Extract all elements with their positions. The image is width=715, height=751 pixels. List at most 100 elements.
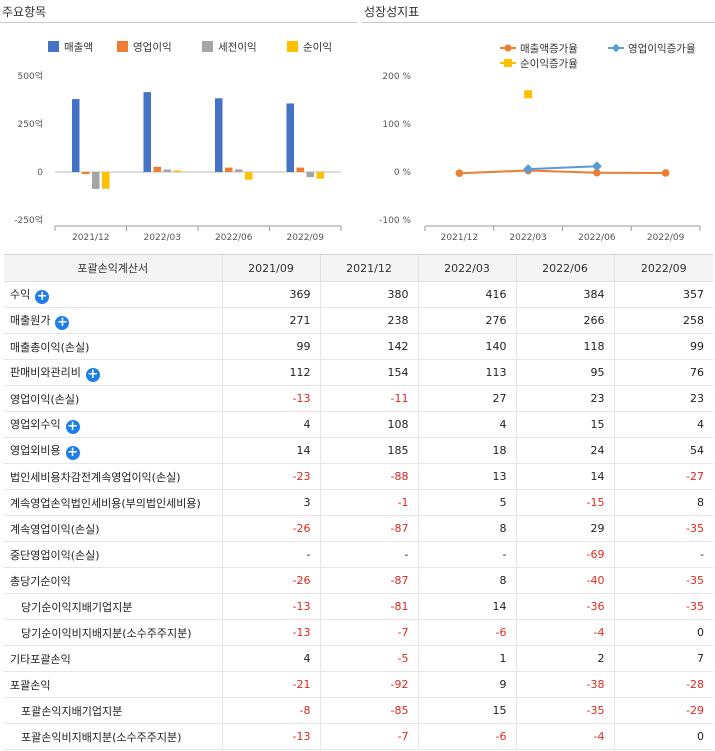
expand-plus-icon[interactable]: + — [35, 288, 50, 304]
value-cell: 276 — [417, 307, 516, 334]
table-row: 영업외비용 +14 185 18 24 54 — [4, 437, 713, 464]
row-label-cell: 포괄손익비지배지분(소수주주지분) — [4, 723, 222, 750]
value-cell: -13 — [221, 593, 320, 620]
table-row: 수익 +369 380 416 384 357 — [4, 281, 713, 308]
value-cell: 1 — [417, 645, 516, 672]
table-row: 매출원가 +271 238 276 266 258 — [4, 307, 713, 334]
point-growth-sales — [455, 169, 464, 177]
bar-1 — [143, 92, 151, 172]
expand-plus-icon[interactable]: + — [65, 444, 80, 460]
row-label-cell: 계속영업손익법인세비용(부의법인세비용) — [4, 489, 222, 516]
growth-title: 성장성지표 — [364, 5, 420, 19]
value-cell: -35 — [613, 515, 713, 542]
row-label-cell: 매출원가 + — [4, 307, 222, 334]
table-row: 매출총이익(손실) 99 142 140 118 99 — [4, 333, 713, 360]
value-cell: 142 — [319, 333, 418, 360]
legend-swatch — [287, 41, 298, 52]
row-label-cell: 영업외수익 + — [4, 411, 222, 438]
value-cell: -38 — [515, 671, 614, 698]
row-label-cell: 포괄손익 — [4, 671, 222, 698]
x-tick-label: 2022/09 — [647, 233, 685, 243]
row-label: 기타포괄손익 — [10, 652, 71, 666]
value-cell: 154 — [319, 359, 418, 386]
value-cell: -1 — [319, 489, 418, 516]
y-tick-label: -250억 — [14, 214, 43, 226]
legend-marker — [504, 44, 512, 52]
value-cell: -85 — [319, 697, 418, 724]
expand-plus-icon[interactable]: + — [55, 314, 70, 330]
table-row: 기타포괄손익 4 -5 1 2 7 — [4, 645, 713, 672]
series-line-1 — [459, 169, 529, 175]
header-period: 2022/09 — [613, 254, 713, 282]
header-period: 2022/06 — [515, 254, 614, 282]
row-label-cell: 법인세비용차감전계속영업이익(손실) — [4, 463, 222, 490]
x-tick-label: 2021/12 — [441, 233, 478, 243]
row-label-cell: 포괄손익지배기업지분 — [4, 697, 222, 724]
legend-label: 영업이익증가율 — [628, 42, 696, 55]
header-period: 2021/09 — [221, 254, 320, 282]
value-cell: 14 — [221, 437, 320, 464]
value-cell: 416 — [417, 281, 516, 308]
expand-plus-icon[interactable]: + — [85, 366, 100, 382]
bar-1 — [286, 103, 294, 172]
value-cell: 108 — [319, 411, 418, 438]
value-cell: 380 — [319, 281, 418, 308]
value-cell: -8 — [221, 697, 320, 724]
row-label: 판매비와관리비 — [10, 365, 81, 379]
value-cell: 258 — [613, 307, 713, 334]
value-cell: 29 — [515, 515, 614, 542]
row-label-cell: 매출총이익(손실) — [4, 333, 222, 360]
value-cell: 27 — [417, 385, 516, 412]
bar-3 — [92, 172, 100, 189]
expand-plus-icon[interactable]: + — [65, 418, 80, 434]
value-cell: 369 — [221, 281, 320, 308]
value-cell: 384 — [515, 281, 614, 308]
value-cell: -29 — [613, 697, 713, 724]
value-cell: 8 — [417, 515, 516, 542]
point-growth-sales — [593, 168, 601, 177]
row-label: 법인세비용차감전계속영업이익(손실) — [10, 470, 181, 484]
value-cell: -7 — [319, 619, 418, 646]
y-tick-label: 0 % — [394, 168, 412, 178]
y-tick-label: 100 % — [382, 120, 411, 130]
value-cell: 113 — [417, 359, 516, 386]
row-label: 계속영업손익법인세비용(부의법인세비용) — [10, 496, 201, 510]
row-label-cell: 당기순이익비지배지분(소수주주지분) — [4, 619, 222, 646]
bar-4 — [173, 170, 181, 172]
legend-marker — [611, 43, 621, 53]
table-row: 계속영업이익(손실) -26 -87 8 29 -35 — [4, 515, 713, 542]
value-cell: -11 — [319, 385, 418, 412]
row-label: 영업외수익 — [10, 417, 61, 431]
bar-2 — [153, 166, 161, 172]
value-cell: 266 — [515, 307, 614, 334]
value-cell: 15 — [515, 411, 614, 438]
header-period: 2022/03 — [417, 254, 516, 282]
value-cell: 238 — [319, 307, 418, 334]
header-period: 2021/12 — [319, 254, 418, 282]
value-cell: 2 — [515, 645, 614, 672]
point-growth-net — [524, 90, 533, 99]
table-row: 중단영업이익(손실) - - - -69- — [4, 541, 713, 568]
row-label: 당기순이익비지배지분(소수주주지분) — [21, 626, 192, 640]
y-tick-label: -100 % — [379, 216, 411, 226]
series-line-2 — [528, 165, 597, 171]
legend-label: 순이익 — [303, 42, 332, 54]
value-cell: -5 — [319, 645, 418, 672]
main-items-bar-chart: 500억 250억 0 -250억 2021/12 2022/03 2022/06 2022/… — [14, 41, 342, 243]
value-cell: -81 — [319, 593, 418, 620]
value-cell: -23 — [221, 463, 320, 490]
bar-2 — [82, 172, 90, 175]
point-growth-sales — [661, 169, 670, 177]
value-cell: 15 — [417, 697, 516, 724]
row-label: 계속영업이익(손실) — [10, 522, 100, 536]
x-tick-label: 2022/09 — [287, 233, 325, 243]
value-cell: 54 — [613, 437, 713, 464]
table-row: 총당기순이익 -26 -87 8 -40 -35 — [4, 567, 713, 594]
value-cell: 7 — [613, 645, 713, 672]
table-row: 판매비와관리비 +112 154 113 95 76 — [4, 359, 713, 386]
value-cell: -35 — [613, 593, 713, 620]
title-divider — [0, 22, 357, 23]
value-cell: 76 — [613, 359, 713, 386]
bar-2 — [225, 167, 233, 172]
value-cell: 8 — [613, 489, 713, 516]
